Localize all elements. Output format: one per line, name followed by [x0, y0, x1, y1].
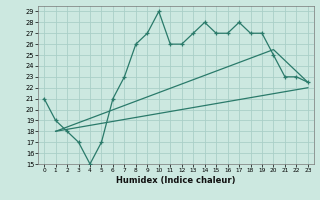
X-axis label: Humidex (Indice chaleur): Humidex (Indice chaleur): [116, 176, 236, 185]
